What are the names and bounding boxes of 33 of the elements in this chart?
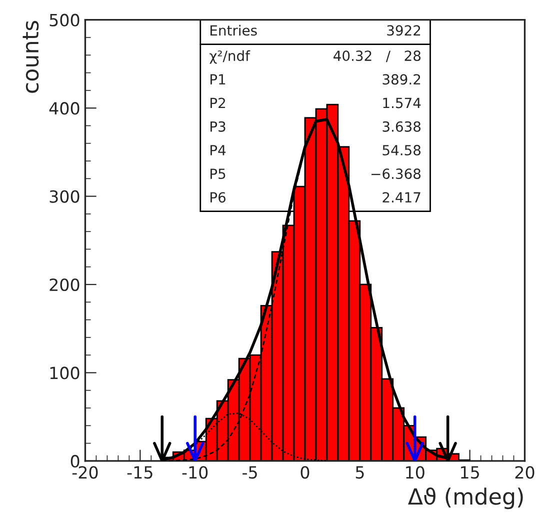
x-tick-label: 5 bbox=[356, 466, 364, 479]
x-tick-label: -20 bbox=[72, 466, 98, 479]
annotation: 3.638 bbox=[382, 121, 421, 132]
annotation: χ²/ndf bbox=[210, 50, 250, 64]
x-tick-label: -15 bbox=[127, 466, 152, 479]
x-tick-label: -5 bbox=[242, 466, 257, 479]
annotation: P5 bbox=[210, 168, 226, 180]
y-tick-label: 300 bbox=[50, 190, 80, 203]
annotation: 40.32 / 28 bbox=[334, 50, 421, 62]
x-tick-label: 20 bbox=[515, 466, 534, 479]
y-tick-label: 0 bbox=[70, 454, 80, 468]
annotation: Entries bbox=[210, 24, 257, 36]
x-tick-label: 15 bbox=[461, 466, 479, 479]
y-tick-label: 200 bbox=[50, 278, 80, 292]
y-tick-label: 100 bbox=[50, 366, 80, 380]
annotation: 2.417 bbox=[382, 192, 420, 202]
y-tick-label: 400 bbox=[49, 102, 80, 115]
x-tick-label: -10 bbox=[182, 466, 208, 479]
x-tick-label: 0 bbox=[300, 466, 310, 479]
annotation: 1.574 bbox=[383, 98, 421, 108]
annotation: P1 bbox=[210, 74, 226, 84]
annotation: 54.58 bbox=[382, 144, 421, 156]
y-tick-label: 500 bbox=[50, 14, 80, 26]
x-axis-title: Δϑ (mdeg) bbox=[408, 487, 523, 510]
y-axis-title: counts bbox=[22, 20, 39, 93]
annotation: P6 bbox=[210, 192, 226, 203]
annotation: P4 bbox=[210, 145, 226, 156]
x-tick-label: 10 bbox=[406, 466, 424, 479]
annotation: −6.368 bbox=[372, 168, 421, 180]
annotation: 389.2 bbox=[382, 74, 420, 85]
annotation: P2 bbox=[210, 98, 225, 108]
annotation: 3922 bbox=[387, 25, 420, 36]
annotation: P3 bbox=[210, 121, 226, 132]
